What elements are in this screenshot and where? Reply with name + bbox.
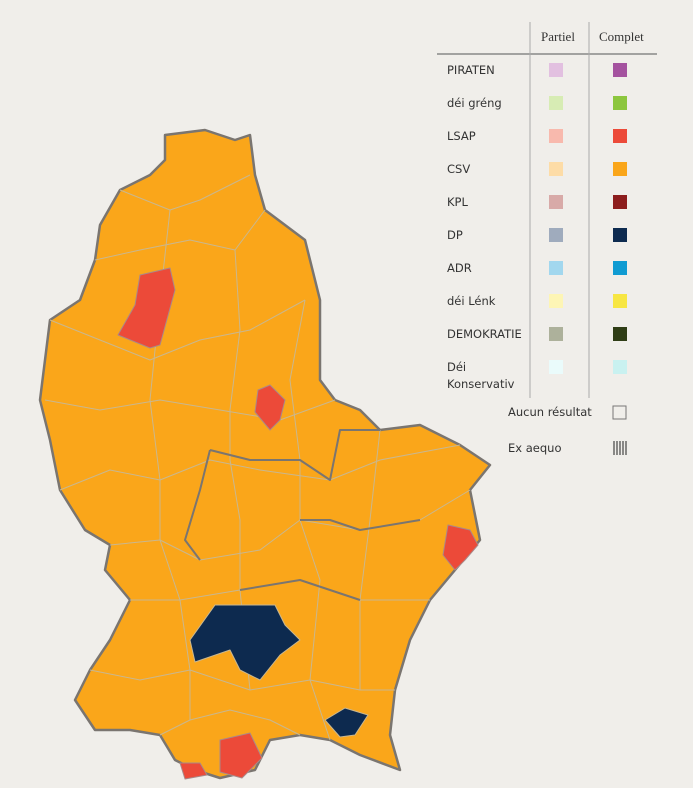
complete-swatch — [613, 228, 627, 242]
complete-swatch — [613, 261, 627, 275]
party-name: DP — [447, 228, 463, 242]
partial-swatch — [549, 96, 563, 110]
complete-swatch — [613, 294, 627, 308]
region-lsap — [219, 732, 263, 779]
region-lsap — [179, 762, 208, 780]
complete-swatch — [613, 360, 627, 374]
party-name: PIRATEN — [447, 63, 495, 77]
partial-swatch — [549, 228, 563, 242]
partial-swatch — [549, 195, 563, 209]
tie-label: Ex aequo — [508, 441, 562, 455]
complete-swatch — [613, 129, 627, 143]
complete-swatch — [613, 162, 627, 176]
region-dp — [324, 707, 369, 738]
commune-borders — [44, 174, 471, 741]
legend-rules — [437, 22, 657, 398]
region-dp — [189, 604, 301, 681]
tie-swatch — [613, 441, 627, 455]
partial-swatch — [549, 261, 563, 275]
complete-swatch — [613, 195, 627, 209]
partial-swatch — [549, 162, 563, 176]
complete-swatch — [613, 63, 627, 77]
column-header: Complet — [599, 29, 644, 44]
party-name: Déi Konservativ — [447, 360, 515, 391]
partial-swatch — [549, 63, 563, 77]
map — [38, 128, 492, 780]
party-name: CSV — [447, 162, 471, 176]
partial-swatch — [549, 129, 563, 143]
party-name: déi gréng — [447, 96, 502, 110]
complete-swatch — [613, 96, 627, 110]
party-name: DEMOKRATIE — [447, 327, 522, 341]
party-name: déi Lénk — [447, 294, 496, 308]
country-outline — [38, 128, 492, 780]
canton-borders — [184, 429, 421, 601]
region-lsap — [442, 524, 479, 571]
party-name: ADR — [447, 261, 472, 275]
partial-swatch — [549, 294, 563, 308]
region-lsap — [254, 384, 286, 431]
complete-swatch — [613, 327, 627, 341]
party-name: LSAP — [447, 129, 476, 143]
region-lsap — [117, 267, 176, 349]
no-result-swatch — [612, 405, 627, 420]
no-result-label: Aucun résultat — [508, 405, 592, 419]
partial-swatch — [549, 360, 563, 374]
party-name: KPL — [447, 195, 468, 209]
column-header: Partiel — [541, 29, 575, 44]
partial-swatch — [549, 327, 563, 341]
